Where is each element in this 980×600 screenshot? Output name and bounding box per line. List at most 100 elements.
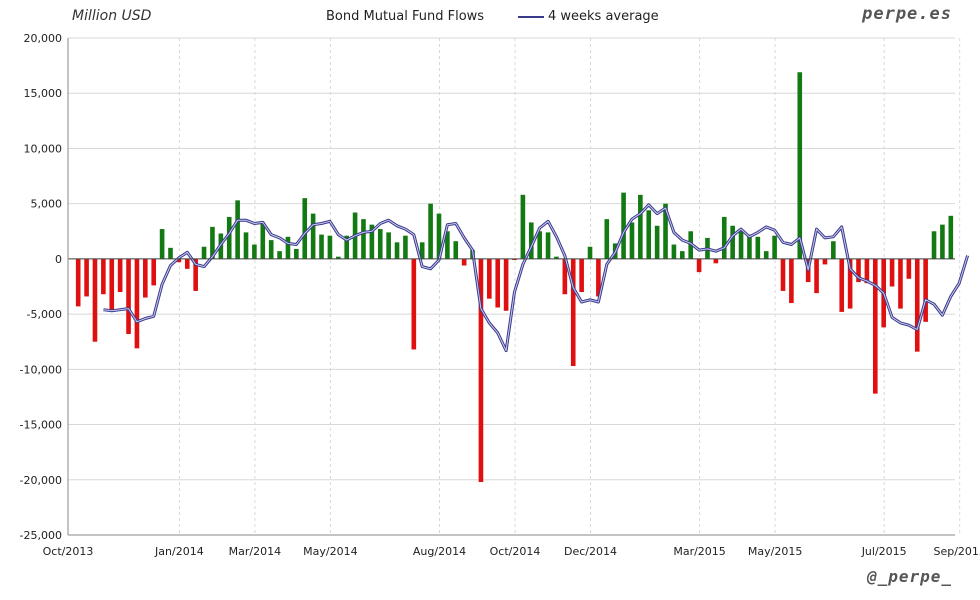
flow-bar <box>814 258 819 294</box>
x-tick-label: Jan/2014 <box>154 545 204 558</box>
x-tick-label: Sep/2015 <box>933 545 980 558</box>
flow-bar <box>210 226 215 259</box>
flow-bar <box>478 258 484 482</box>
flow-bar <box>898 258 903 309</box>
y-unit-label: Million USD <box>72 8 152 24</box>
flow-bar <box>914 258 920 352</box>
flow-bar <box>159 229 165 259</box>
legend: 4 weeks average <box>518 9 659 24</box>
flow-bar <box>193 258 198 291</box>
flow-bar <box>445 231 450 259</box>
flow-bar <box>747 234 752 259</box>
y-tick-label: 5,000 <box>31 198 63 211</box>
flow-bar <box>512 258 517 260</box>
flow-bar <box>117 258 123 293</box>
flow-bar <box>151 258 157 286</box>
flow-bar <box>344 235 349 259</box>
y-tick-label: -10,000 <box>20 363 62 376</box>
flow-bar <box>101 258 106 295</box>
flow-bar <box>680 251 685 259</box>
flow-bar <box>503 258 509 311</box>
y-tick-label: 10,000 <box>24 142 63 155</box>
brand-watermark-bottom: @_perpe_ <box>866 567 952 586</box>
flow-bar <box>134 258 140 349</box>
flow-bar <box>604 219 610 259</box>
flow-bar <box>822 258 828 265</box>
flow-bar <box>84 258 89 297</box>
flow-bar <box>260 222 266 259</box>
flow-bar <box>864 258 870 284</box>
y-tick-label: -20,000 <box>20 474 62 487</box>
flow-bar <box>545 232 551 259</box>
flow-bar <box>403 235 408 259</box>
flow-bar <box>143 258 148 298</box>
chart-title: Bond Mutual Fund Flows <box>326 9 485 24</box>
flow-bar <box>243 232 249 259</box>
flow-bar <box>319 234 324 259</box>
flow-bar <box>948 215 954 259</box>
flow-bar <box>252 244 257 259</box>
line-layer <box>103 203 970 353</box>
flow-bar <box>528 222 534 259</box>
flow-bar <box>268 240 274 259</box>
x-tick-label: Mar/2015 <box>673 545 725 558</box>
flow-bar <box>646 210 652 259</box>
flow-bar <box>780 258 786 291</box>
flow-bar <box>889 258 895 287</box>
flow-bar <box>789 258 794 304</box>
flow-bar <box>721 216 727 259</box>
flow-bar <box>75 258 81 307</box>
x-tick-label: Jul/2015 <box>861 545 907 558</box>
y-tick-label: -15,000 <box>20 419 62 432</box>
flow-bar <box>839 258 845 312</box>
flow-bar <box>310 213 316 259</box>
x-tick-label: Mar/2014 <box>229 545 281 558</box>
flow-bar <box>201 246 207 259</box>
flow-bar <box>176 258 182 263</box>
flow-bar <box>495 258 501 308</box>
flow-bar <box>411 258 417 350</box>
flow-bar <box>126 258 131 334</box>
flow-bar <box>235 200 240 259</box>
flow-bar <box>579 258 584 293</box>
flow-bar <box>738 230 744 259</box>
flow-bar <box>226 216 232 259</box>
flow-bar <box>386 232 391 259</box>
flow-bar <box>587 246 593 259</box>
flow-bar <box>369 224 375 259</box>
flow-bar <box>436 213 442 259</box>
x-tick-label: Aug/2014 <box>413 545 466 558</box>
flow-bar <box>763 251 769 259</box>
legend-line-swatch <box>518 15 544 18</box>
y-tick-label: -5,000 <box>27 308 62 321</box>
y-tick-label: 20,000 <box>24 32 63 45</box>
flow-bar <box>461 258 467 266</box>
flow-bar <box>931 231 937 259</box>
flow-bar <box>428 203 433 259</box>
flow-bar <box>713 258 719 264</box>
x-tick-label: May/2014 <box>303 545 357 558</box>
flow-bar <box>596 258 601 297</box>
flow-bar <box>847 258 853 309</box>
flow-bar <box>562 258 568 295</box>
flow-bar <box>940 224 945 259</box>
flow-bar <box>772 235 777 259</box>
flow-bar <box>520 194 526 259</box>
flow-bar <box>638 194 643 259</box>
flow-bar <box>654 225 660 259</box>
flow-bar <box>109 258 115 312</box>
flow-bar <box>285 236 291 259</box>
flow-bar <box>537 231 542 259</box>
y-tick-label: 0 <box>55 253 62 266</box>
flow-bar <box>730 225 735 259</box>
flow-bar <box>327 235 333 259</box>
flow-bar <box>277 251 282 259</box>
flow-bar <box>184 258 190 269</box>
grid-layer <box>67 37 961 536</box>
bar-layer <box>75 72 954 482</box>
flow-bar <box>797 72 803 259</box>
flow-bar <box>335 256 341 259</box>
y-tick-label: -25,000 <box>20 529 62 542</box>
flow-bar <box>696 258 702 273</box>
flow-bar <box>453 241 459 259</box>
